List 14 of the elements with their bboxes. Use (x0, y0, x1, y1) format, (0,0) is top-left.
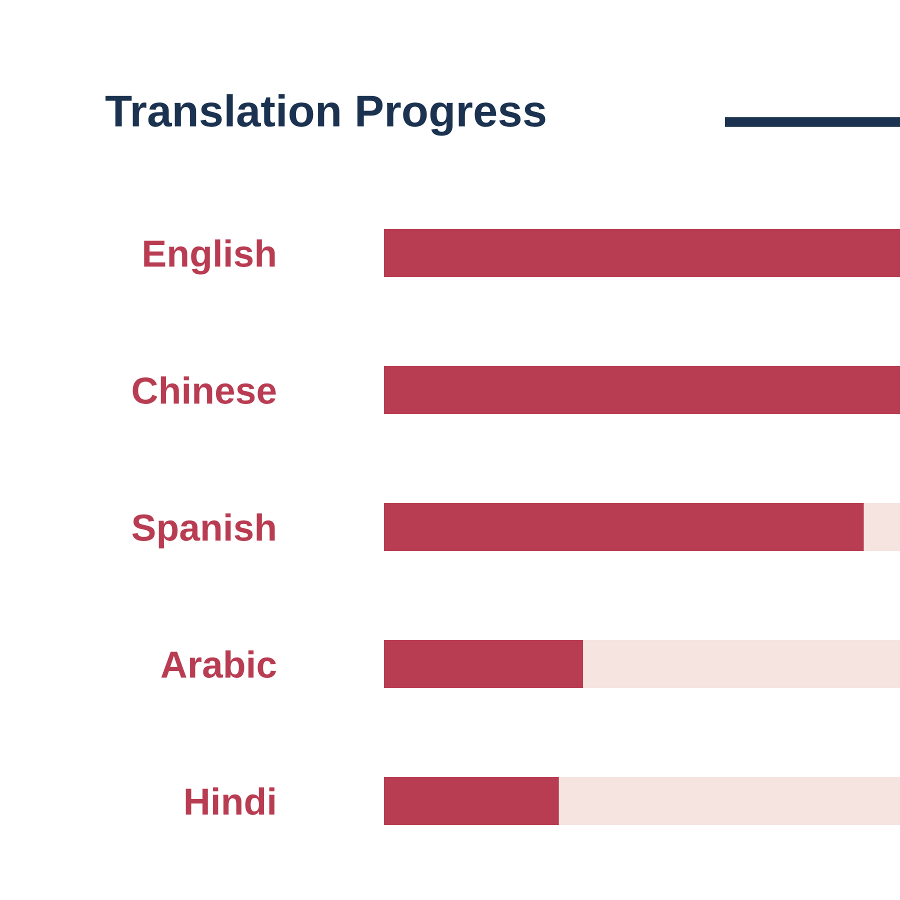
y-tick-label: Hindi (186, 787, 274, 815)
bar (384, 503, 864, 551)
bar (384, 229, 900, 277)
bar (583, 640, 900, 688)
bar (384, 366, 900, 414)
chart-title: Translation Progress (106, 94, 546, 136)
bar (384, 640, 584, 688)
bar (864, 503, 900, 551)
y-tick-label: Arabic (161, 650, 276, 678)
bar (384, 777, 559, 825)
bar (558, 777, 900, 825)
y-tick-label: Chinese (132, 376, 276, 404)
y-tick-label: Spanish (132, 513, 275, 548)
y-tick-label: English (144, 239, 275, 275)
